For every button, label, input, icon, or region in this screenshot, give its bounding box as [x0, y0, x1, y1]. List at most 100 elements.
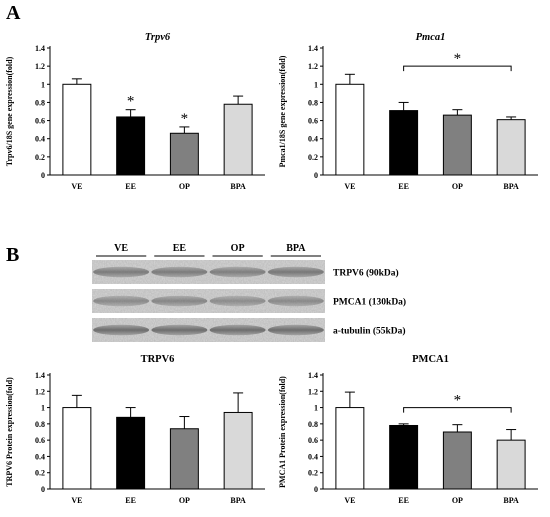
- y-axis-label: Trpv6/18S gene expression(fold): [5, 56, 14, 166]
- x-tick-label: OP: [452, 496, 463, 505]
- x-tick-label: VE: [344, 496, 355, 505]
- chart-title: Pmca1: [416, 32, 446, 43]
- blot-band-label: TRPV6 (90kDa): [333, 268, 399, 279]
- blot-band: [151, 295, 208, 307]
- y-tick-label: 1.4: [308, 371, 318, 380]
- blot-band-label: a-tubulin (55kDa): [333, 326, 406, 337]
- x-tick-label: OP: [179, 182, 190, 191]
- y-tick-label: 0.2: [35, 153, 45, 162]
- bar-ve: [62, 83, 92, 176]
- bar-ve: [62, 407, 92, 490]
- blot-lane-label: BPA: [286, 243, 306, 254]
- x-tick-label: VE: [71, 182, 82, 191]
- y-axis-label: PMCA1 Protein expression(fold): [278, 376, 287, 488]
- y-tick-label: 1.4: [35, 44, 45, 53]
- blot-band: [267, 266, 324, 278]
- y-tick-label: 1: [314, 80, 318, 89]
- y-tick-label: 0.2: [35, 469, 45, 478]
- significance-marker: *: [454, 51, 462, 67]
- significance-marker: *: [127, 94, 135, 110]
- blot-band: [93, 324, 150, 336]
- y-tick-label: 0.6: [35, 436, 45, 445]
- x-tick-label: BPA: [230, 182, 246, 191]
- x-tick-label: VE: [344, 182, 355, 191]
- significance-marker: *: [181, 111, 189, 127]
- y-tick-label: 1.4: [308, 44, 318, 53]
- bar-op: [169, 428, 199, 490]
- blot-band: [209, 295, 266, 307]
- y-tick-label: 1.2: [35, 62, 45, 71]
- y-tick-label: 1.2: [308, 387, 318, 396]
- chart-3: PMCA1 PMCA1 Protein expression(fold) 0 0.2 0…: [278, 354, 538, 505]
- blot-lane-label: OP: [231, 243, 245, 254]
- chart-title: PMCA1: [412, 354, 449, 365]
- bar-op: [442, 431, 472, 490]
- bar-bpa: [223, 103, 253, 176]
- blot-band: [151, 266, 208, 278]
- significance-bracket: [403, 65, 512, 72]
- bar-ee: [116, 416, 146, 490]
- y-tick-label: 0.2: [308, 153, 318, 162]
- bar-ee: [116, 116, 146, 176]
- significance-marker: *: [454, 393, 462, 409]
- x-tick-label: EE: [125, 496, 136, 505]
- x-tick-label: OP: [179, 496, 190, 505]
- x-tick-label: EE: [398, 182, 409, 191]
- y-tick-label: 0.4: [35, 135, 45, 144]
- y-axis-label: Pmca1/18S gene expression(fold): [278, 55, 287, 167]
- y-tick-label: 0.8: [308, 98, 318, 107]
- y-tick-label: 1.4: [35, 371, 45, 380]
- y-tick-label: 0: [314, 485, 318, 494]
- bar-op: [169, 132, 199, 176]
- chart-title: Trpv6: [145, 32, 171, 43]
- blot-lane-label: EE: [173, 243, 187, 254]
- chart-1: Pmca1 Pmca1/18S gene expression(fold) 0 0.2…: [278, 32, 538, 191]
- y-tick-label: 0.6: [308, 436, 318, 445]
- y-tick-label: 0.6: [35, 117, 45, 126]
- blot-band: [93, 295, 150, 307]
- blot-band: [267, 324, 324, 336]
- y-tick-label: 0.4: [308, 452, 318, 461]
- chart-title: TRPV6: [141, 354, 175, 365]
- y-tick-label: 1: [314, 404, 318, 413]
- chart-2: TRPV6 TRPV6 Protein expression(fold) 0 0.2 0…: [5, 354, 265, 505]
- x-tick-label: BPA: [503, 182, 519, 191]
- blot-band: [267, 295, 324, 307]
- bar-ve: [335, 407, 365, 490]
- y-tick-label: 1.2: [35, 387, 45, 396]
- y-tick-label: 1: [41, 80, 45, 89]
- bar-bpa: [496, 119, 526, 176]
- bar-ee: [389, 110, 419, 176]
- blot-band: [209, 324, 266, 336]
- panel-label-a: A: [6, 2, 21, 24]
- panel-label-b: B: [6, 244, 20, 266]
- y-tick-label: 0.4: [35, 452, 45, 461]
- bar-ee: [389, 424, 419, 490]
- western-blot: VE EE OP BPA TRPV6 (90kDa) PMCA1 (130kDa) a-tu…: [92, 243, 406, 342]
- y-tick-label: 0.4: [308, 135, 318, 144]
- y-tick-label: 0.8: [308, 420, 318, 429]
- blot-band-label: PMCA1 (130kDa): [333, 297, 406, 308]
- bar-bpa: [496, 439, 526, 490]
- blot-lane-label: VE: [114, 243, 128, 254]
- blot-band: [93, 266, 150, 278]
- y-tick-label: 1: [41, 404, 45, 413]
- x-tick-label: OP: [452, 182, 463, 191]
- chart-0: Trpv6 Trpv6/18S gene expression(fold) 0 0.2…: [5, 32, 265, 191]
- y-tick-label: 0.2: [308, 469, 318, 478]
- y-tick-label: 0: [41, 171, 45, 180]
- y-tick-label: 0: [314, 171, 318, 180]
- x-tick-label: BPA: [503, 496, 519, 505]
- bar-bpa: [223, 411, 253, 490]
- blot-band: [151, 324, 208, 336]
- y-tick-label: 0.8: [35, 98, 45, 107]
- x-tick-label: BPA: [230, 496, 246, 505]
- y-tick-label: 0: [41, 485, 45, 494]
- y-tick-label: 1.2: [308, 62, 318, 71]
- x-tick-label: EE: [398, 496, 409, 505]
- y-tick-label: 0.8: [35, 420, 45, 429]
- blot-band: [209, 266, 266, 278]
- significance-bracket: [403, 407, 512, 413]
- x-tick-label: EE: [125, 182, 136, 191]
